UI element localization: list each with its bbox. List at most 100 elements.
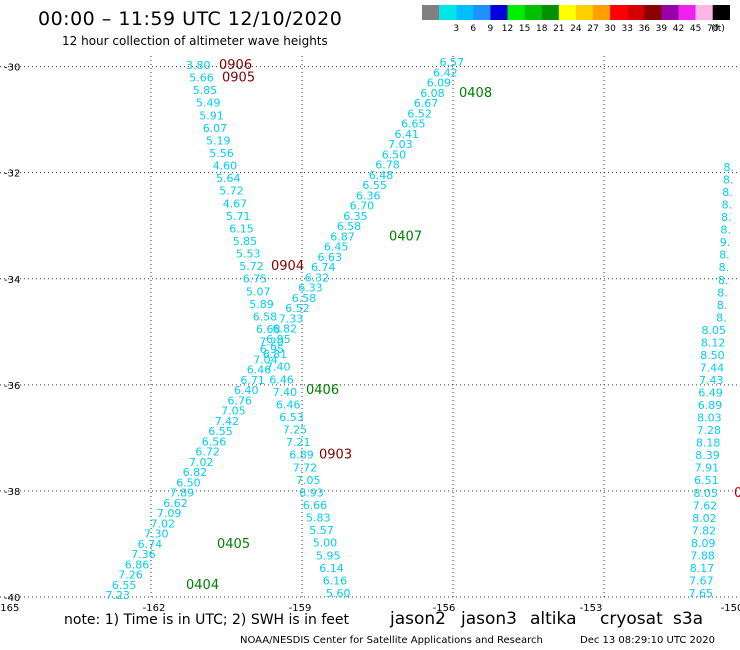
legend-label: 39	[656, 24, 668, 34]
legend-swatch	[644, 5, 662, 20]
wave-height-value: 7.21	[286, 436, 311, 449]
wave-height-value: 8.	[716, 311, 727, 324]
wave-height-value: 6.95	[260, 343, 285, 356]
wave-height-value: 7.88	[690, 549, 715, 562]
wave-height-value: 6.89	[698, 399, 723, 412]
wave-height-value: 7.28	[697, 424, 722, 437]
legend-swatch	[524, 5, 542, 20]
wave-height-value: 6.95	[266, 333, 291, 346]
wave-height-value: 6.71	[240, 374, 265, 387]
wave-height-value: 5.07	[246, 285, 271, 298]
legend-swatch	[507, 5, 525, 20]
wave-height-value: 6.63	[318, 251, 343, 264]
lat-tick-label: -40	[4, 593, 20, 604]
wave-height-value: 7.04	[253, 353, 278, 366]
wave-height-value: 9.	[720, 236, 731, 249]
legend-label: 15	[519, 24, 530, 34]
legend-label: 36	[639, 24, 651, 34]
legend-unit: (ft)	[711, 24, 725, 34]
wave-height-value: 5.60	[326, 587, 351, 600]
track-time-label: 0903	[319, 448, 352, 463]
wave-height-value: 6.15	[229, 222, 254, 235]
satellite-cryosat-label: cryosat	[600, 609, 663, 629]
wave-height-value: 6.81	[263, 348, 288, 361]
wave-height-value: 8.	[722, 186, 733, 199]
wave-height-value: 7.05	[296, 474, 321, 487]
legend-swatch	[610, 5, 628, 20]
wave-height-legend: 3 6 9 12 15 18 21 24 27 30 33 36 39 42 45 70(ft)	[422, 5, 730, 34]
lon-tick-label: -159	[289, 603, 312, 614]
wave-height-value: 7.42	[215, 415, 240, 428]
wave-height-value: 6.58	[253, 310, 278, 323]
wave-height-value: 6.76	[228, 394, 253, 407]
wave-height-value: 6.75	[243, 273, 268, 286]
wave-height-value: 6.41	[395, 128, 420, 141]
wave-height-value: 6.14	[319, 562, 344, 575]
satellite-track-jason3: 6.576.426.096.086.676.526.656.417.036.50…	[106, 56, 493, 602]
satellite-track-cryosat: 3.805.665.855.495.916.075.195.564.605.64…	[186, 58, 352, 600]
satellite-jason3-label: jason3	[461, 609, 517, 629]
wave-height-value: 6.58	[337, 220, 362, 233]
wave-height-value: 8.	[717, 286, 728, 299]
satellite-jason2-label: jason2	[390, 609, 446, 629]
wave-height-value: 5.66	[189, 72, 214, 85]
wave-height-value: 5.57	[309, 524, 334, 537]
wave-height-value: 6.08	[420, 87, 445, 100]
wave-height-value: 7.03	[388, 138, 413, 151]
graticule	[0, 56, 740, 598]
wave-height-value: 7.65	[689, 587, 714, 600]
wave-height-value: 6.78	[375, 159, 400, 172]
wave-height-value: 6.82	[273, 323, 298, 336]
wave-height-value: 6.55	[208, 425, 233, 438]
wave-height-value: 6.66	[303, 499, 328, 512]
lat-tick-label: -38	[4, 487, 20, 498]
page-subtitle: 12 hour collection of altimeter wave hei…	[62, 34, 328, 48]
wave-height-value: 8.	[719, 249, 730, 262]
legend-label: 3	[453, 24, 459, 34]
legend-swatch	[678, 5, 696, 20]
wave-height-value: 7.44	[700, 362, 725, 375]
wave-height-value: 7.05	[221, 405, 246, 418]
lat-tick-label: -34	[4, 275, 20, 286]
wave-height-value: 6.40	[234, 384, 259, 397]
wave-height-value: 8.50	[700, 349, 725, 362]
track-time-label: 0407	[389, 229, 422, 244]
track-time-label: 0404	[186, 578, 219, 593]
legend-swatch	[593, 5, 611, 20]
wave-height-value: 5.72	[219, 185, 244, 198]
wave-height-value: 6.52	[285, 302, 310, 315]
wave-height-value: 8.	[720, 224, 731, 237]
satellite-s3a-label: s3a	[673, 609, 704, 629]
legend-swatch	[661, 5, 679, 20]
wave-height-value: 8.12	[701, 336, 726, 349]
wave-height-value: 7.02	[151, 517, 176, 530]
track-time-label: 0408	[459, 86, 492, 101]
wave-height-value: 7.91	[695, 462, 720, 475]
wave-height-value: 6.50	[176, 476, 201, 489]
wave-height-value: 8.05	[702, 324, 727, 337]
wave-height-value: 5.85	[193, 84, 218, 97]
wave-height-value: 7.40	[273, 386, 298, 399]
wave-height-value: 8.	[724, 161, 735, 174]
wave-height-value: 7.02	[189, 456, 214, 469]
wave-height-value: 6.55	[112, 579, 137, 592]
legend-label: 18	[536, 24, 548, 34]
wave-height-value: 6.46	[247, 364, 272, 377]
wave-height-value: 6.56	[202, 435, 227, 448]
wave-height-value: 6.09	[427, 77, 452, 90]
wave-height-value: 8.03	[697, 412, 722, 425]
wave-height-value: 8.02	[692, 512, 717, 525]
wave-height-value: 5.49	[196, 97, 221, 110]
legend-swatch	[456, 5, 474, 20]
legend-swatch	[439, 5, 457, 20]
wave-height-value: 6.74	[138, 538, 163, 551]
legend-label: 30	[604, 24, 616, 34]
satellite-altika-label: altika	[530, 609, 577, 629]
wave-height-value: 6.51	[694, 474, 719, 487]
wave-height-value: 6.93	[299, 486, 324, 499]
wave-height-value: 6.86	[125, 558, 150, 571]
wave-height-value: 6.33	[298, 282, 323, 295]
wave-height-value: 5.71	[226, 210, 251, 223]
wave-height-value: 3.80	[186, 59, 211, 72]
